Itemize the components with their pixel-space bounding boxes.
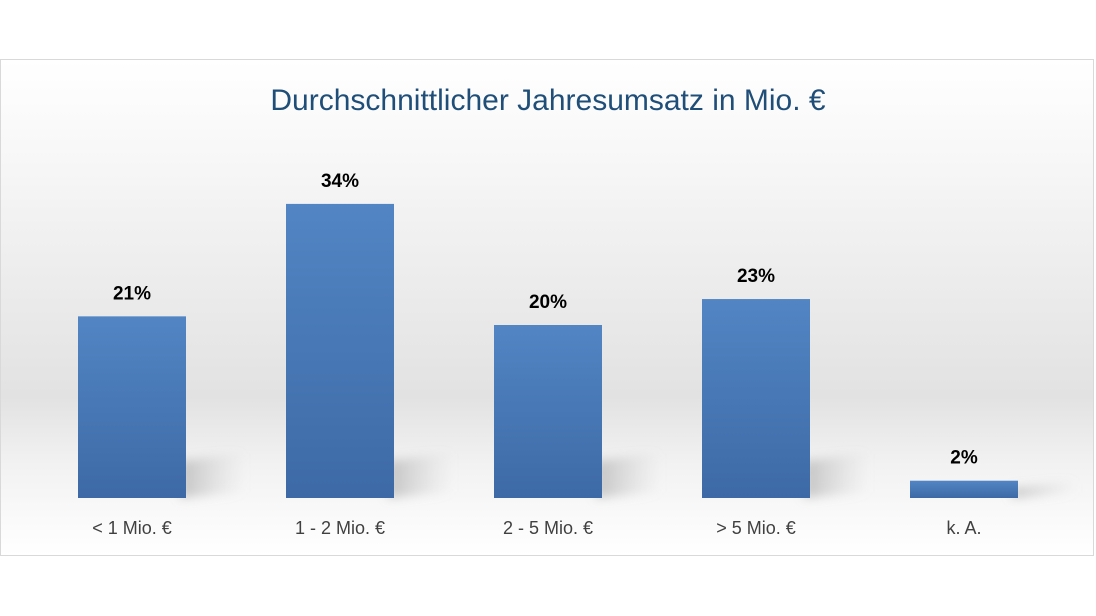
bar-shadow [804, 453, 869, 498]
data-label: 23% [737, 266, 775, 287]
bar [494, 325, 602, 498]
x-tick-label: > 5 Mio. € [716, 518, 796, 538]
bar [702, 299, 810, 498]
chart-title: Durchschnittlicher Jahresumsatz in Mio. … [270, 84, 826, 117]
data-label: 34% [321, 171, 359, 192]
x-tick-label: 2 - 5 Mio. € [503, 518, 593, 538]
bar [78, 316, 186, 498]
x-tick-label: 1 - 2 Mio. € [295, 518, 385, 538]
bar-shadow [180, 453, 245, 498]
bar-shadow [1012, 480, 1077, 498]
x-tick-label: k. A. [946, 518, 981, 538]
bar-shadow [388, 453, 453, 498]
x-tick-label: < 1 Mio. € [92, 518, 172, 538]
bar [286, 203, 394, 498]
bar [910, 480, 1018, 498]
data-label: 21% [113, 283, 151, 304]
data-label: 2% [950, 448, 978, 469]
data-label: 20% [529, 292, 567, 313]
bar-shadow [596, 453, 661, 498]
